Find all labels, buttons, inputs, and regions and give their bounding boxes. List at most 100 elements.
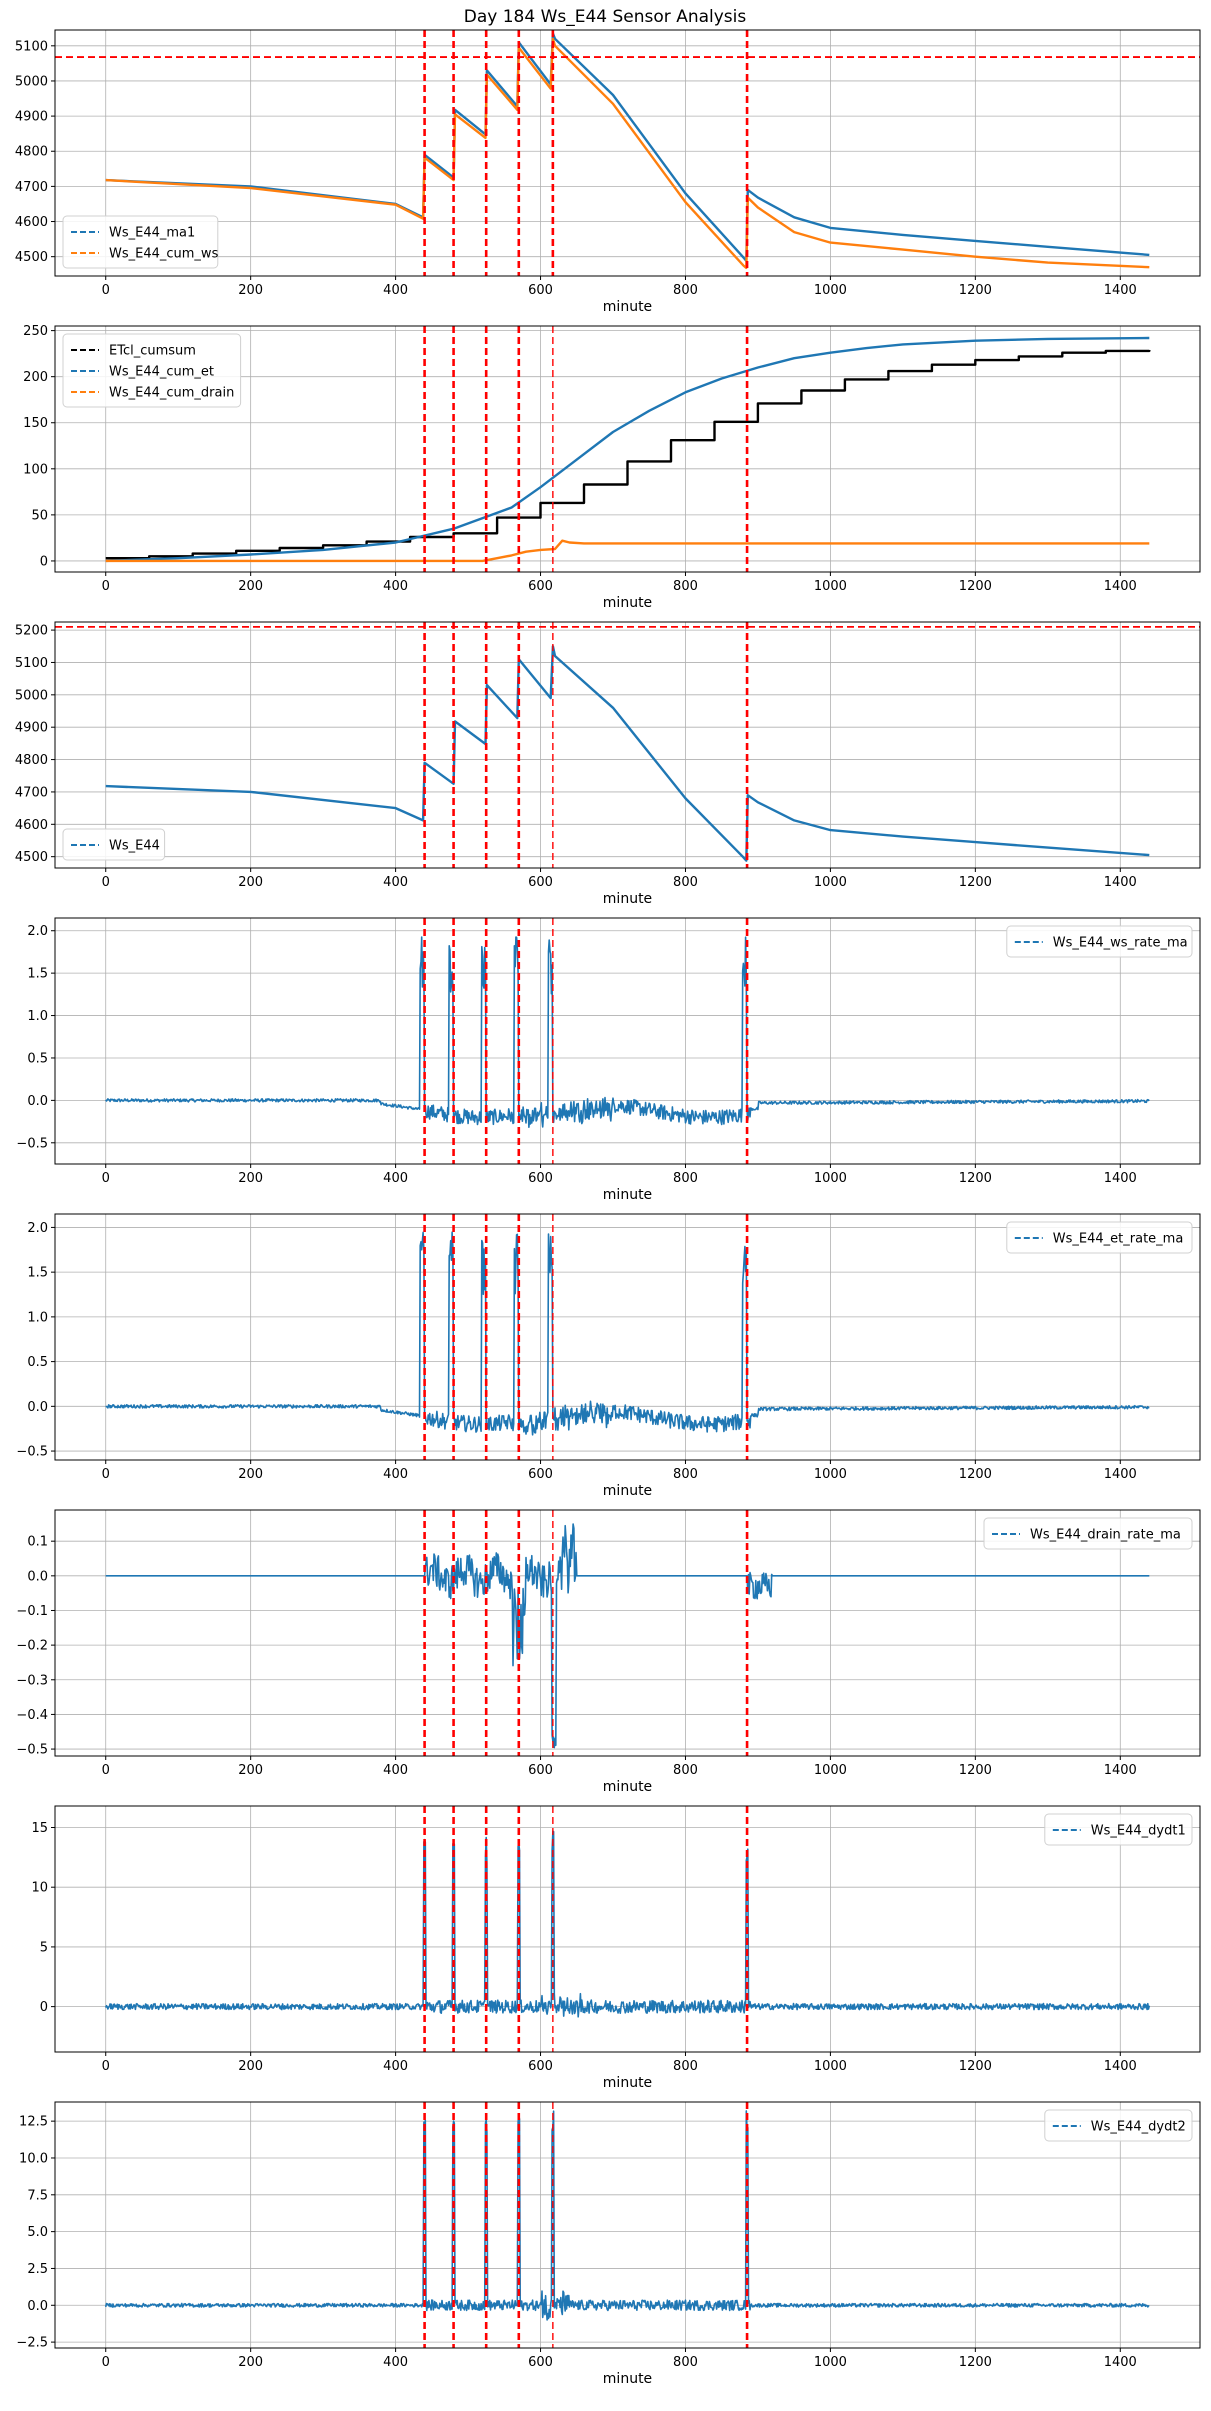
x-tick-label: 400 [383,283,408,298]
plot-area [104,1806,1151,2052]
x-tick-label: 0 [102,1171,110,1186]
y-tick-label: −2.5 [16,2336,48,2351]
legend-label: Ws_E44_ma1 [109,226,195,241]
series-line [105,37,1150,270]
legend-box [62,828,166,861]
x-tick-label: 800 [673,875,698,890]
chart-panel-1: 0 200 400 600 800 1000 1200 1400 4500 4600 4700 480… [15,29,1201,315]
x-tick-label: 400 [383,1763,408,1778]
y-tick-label: −0.4 [16,1708,48,1723]
x-tick-label: 400 [383,579,408,594]
legend: Ws_E44 [62,828,166,861]
legend-label: Ws_E44_dydt2 [1091,2120,1186,2135]
x-tick-label: 1000 [814,875,847,890]
chart-panel-3: 0 200 400 600 800 1000 1200 1400 4500 4600 4700 480… [15,621,1201,907]
x-tick-label: 1200 [959,2355,992,2370]
y-tick-label: 100 [23,462,48,477]
y-tick-label: 250 [23,324,48,339]
y-tick-label: 2.0 [27,1221,48,1236]
chart-panel-2: 0 200 400 600 800 1000 1200 1400 0 50 100 150 200 250… [23,324,1201,611]
y-tick-label: 4900 [15,110,48,125]
y-tick-label: 5000 [15,74,48,89]
legend-box [1006,1221,1193,1254]
x-tick-label: 200 [238,1171,263,1186]
figure-title: Day 184 Ws_E44 Sensor Analysis [464,7,747,27]
x-axis-label: minute [603,1483,652,1499]
legend: Ws_E44_dydt1 [1044,1813,1193,1846]
y-tick-label: −0.5 [16,1445,48,1460]
y-tick-label: 5100 [15,39,48,54]
y-tick-label: −0.1 [16,1604,48,1619]
y-tick-label: 200 [23,370,48,385]
x-tick-label: 400 [383,875,408,890]
x-tick-label: 0 [102,283,110,298]
x-axis-label: minute [603,2075,652,2091]
x-tick-label: 1000 [814,1171,847,1186]
x-tick-label: 600 [528,283,553,298]
legend-box [1006,925,1193,958]
x-tick-label: 600 [528,2355,553,2370]
y-tick-label: −0.5 [16,1136,48,1151]
x-axis-label: minute [603,1779,652,1795]
x-tick-label: 1400 [1104,283,1137,298]
legend-box [62,333,242,408]
y-tick-label: 0.5 [27,1051,48,1066]
plot-area [104,2102,1150,2348]
x-tick-label: 400 [383,1171,408,1186]
legend-box [1044,1813,1193,1846]
x-axis-label: minute [603,299,652,315]
legend-label: Ws_E44_cum_et [109,365,214,380]
x-tick-label: 1200 [959,579,992,594]
x-tick-label: 200 [238,875,263,890]
y-tick-label: 4900 [15,721,48,736]
y-tick-label: 1.5 [27,1266,48,1281]
axes-frame [54,917,1201,1165]
plot-area [105,918,1150,1164]
x-tick-label: 200 [238,579,263,594]
x-tick-label: 600 [528,875,553,890]
y-tick-label: 4500 [15,850,48,865]
legend-label: Ws_E44_cum_drain [109,386,234,401]
series-line [104,1830,1151,2018]
x-tick-label: 600 [528,2059,553,2074]
legend-label: Ws_E44 [109,839,160,854]
y-tick-label: 4700 [15,180,48,195]
series-line [105,645,1150,862]
plot-area [55,622,1200,868]
legend: Ws_E44_drain_rate_ma [983,1517,1193,1550]
plot-area [55,30,1200,276]
y-tick-label: −0.5 [16,1743,48,1758]
x-tick-label: 200 [238,1763,263,1778]
x-tick-label: 400 [383,1467,408,1482]
x-tick-label: 200 [238,283,263,298]
y-tick-label: 5000 [15,688,48,703]
y-tick-label: 2.5 [27,2262,48,2277]
chart-panel-4: 0 200 400 600 800 1000 1200 1400 −0.5 0.0 0.5 1.0 1.… [16,917,1201,1203]
x-tick-label: 0 [102,1467,110,1482]
series-line [104,2110,1150,2321]
y-tick-label: 0.5 [27,1355,48,1370]
y-tick-label: 7.5 [27,2188,48,2203]
x-tick-label: 1400 [1104,2059,1137,2074]
legend-label: Ws_E44_drain_rate_ma [1030,1528,1181,1543]
x-tick-label: 400 [383,2355,408,2370]
series-line [105,539,1150,563]
x-tick-label: 1000 [814,1467,847,1482]
y-tick-label: 2.0 [27,924,48,939]
x-tick-label: 1000 [814,579,847,594]
x-tick-label: 1200 [959,2059,992,2074]
chart-panel-5: 0 200 400 600 800 1000 1200 1400 −0.5 0.0 0.5 1.0 1.… [16,1213,1201,1499]
x-tick-label: 1400 [1104,1763,1137,1778]
axes-frame [54,325,1201,573]
x-tick-label: 1400 [1104,1467,1137,1482]
x-tick-label: 1000 [814,2059,847,2074]
y-tick-label: 1.0 [27,1009,48,1024]
y-tick-label: 4700 [15,785,48,800]
x-tick-label: 1200 [959,1763,992,1778]
x-tick-label: 0 [102,2355,110,2370]
series-line [105,32,1150,263]
x-tick-label: 800 [673,1171,698,1186]
x-tick-label: 1000 [814,1763,847,1778]
y-tick-label: 50 [31,508,48,523]
legend-box [1044,2109,1193,2142]
